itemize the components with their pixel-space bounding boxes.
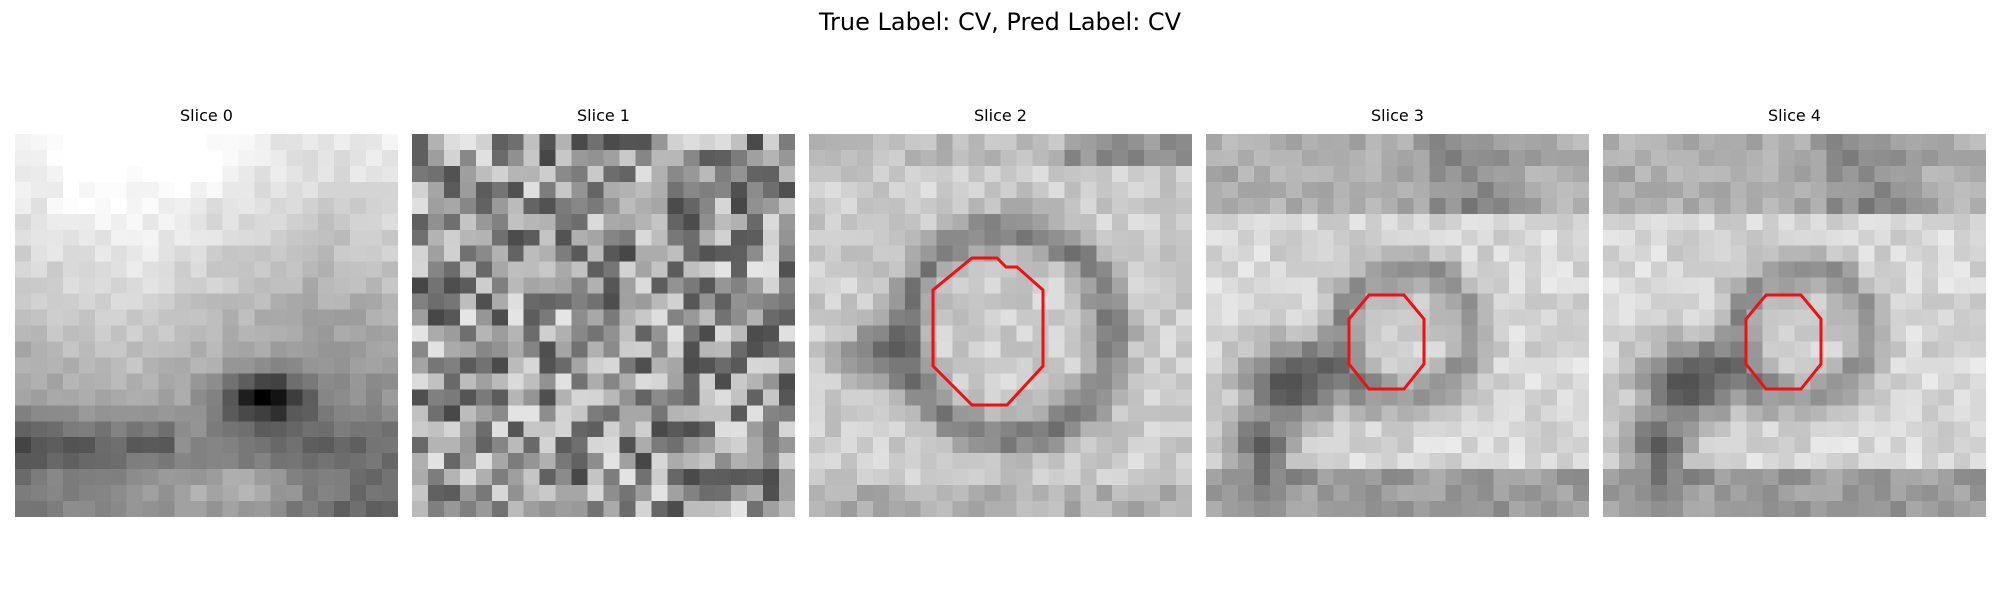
- slice-image-2: [809, 134, 1192, 517]
- segmentation-contour-2: [931, 256, 1045, 407]
- segmentation-contour-4: [1744, 293, 1823, 391]
- slice-panel-4: Slice 4: [1603, 106, 1986, 517]
- slice-title-0: Slice 0: [180, 106, 233, 125]
- slice-panel-1: Slice 1: [412, 106, 795, 517]
- slice-title-1: Slice 1: [577, 106, 630, 125]
- segmentation-contour-3: [1347, 293, 1426, 391]
- slice-panel-3: Slice 3: [1206, 106, 1589, 517]
- slice-image-4: [1603, 134, 1986, 517]
- figure-title: True Label: CV, Pred Label: CV: [818, 8, 1182, 36]
- slice-title-3: Slice 3: [1371, 106, 1424, 125]
- slice-image-0: [15, 134, 398, 517]
- slice-image-3: [1206, 134, 1589, 517]
- slice-panel-0: Slice 0: [15, 106, 398, 517]
- slice-image-1: [412, 134, 795, 517]
- slice-panel-2: Slice 2: [809, 106, 1192, 517]
- slice-title-4: Slice 4: [1768, 106, 1821, 125]
- slice-title-2: Slice 2: [974, 106, 1027, 125]
